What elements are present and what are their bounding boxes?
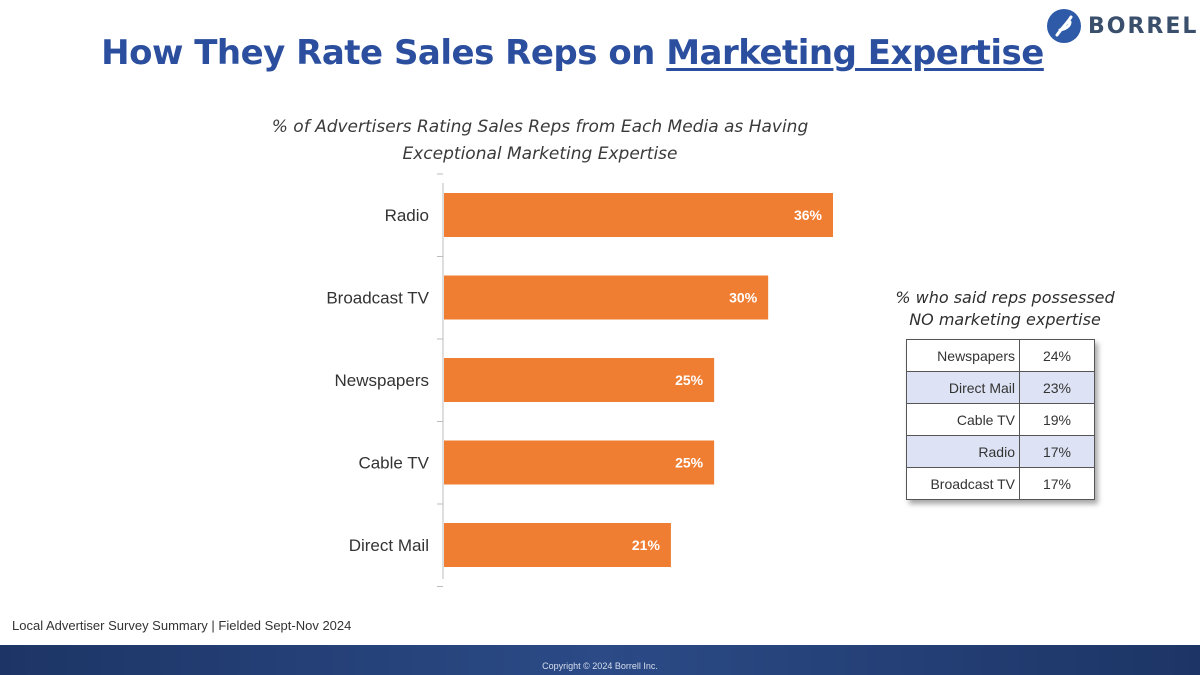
borrell-logo-icon: [1047, 9, 1081, 43]
chart-subtitle-line1: % of Advertisers Rating Sales Reps from …: [271, 117, 809, 137]
footer-note: Local Advertiser Survey Summary | Fielde…: [12, 618, 352, 633]
brand-name: BORRELL: [1088, 13, 1200, 39]
data-label: 25%: [675, 455, 704, 471]
category-label: Newspapers: [335, 371, 430, 390]
footer-copyright: Copyright © 2024 Borrell Inc.: [542, 661, 658, 671]
table-row: Direct Mail 23%: [906, 371, 1095, 404]
table-row: Radio 17%: [906, 435, 1095, 468]
side-table-title-line2: NO marketing expertise: [909, 310, 1101, 329]
category-label: Cable TV: [358, 454, 429, 473]
bar: [444, 275, 769, 320]
bar: [444, 358, 715, 402]
table-cell-value: 17%: [1019, 435, 1095, 468]
table-cell-value: 23%: [1019, 371, 1095, 404]
table-row: Broadcast TV 17%: [906, 467, 1095, 500]
title-prefix: How They Rate Sales Reps on: [101, 33, 667, 73]
category-label: Broadcast TV: [326, 289, 429, 308]
bar: [444, 440, 715, 485]
table-cell-label: Direct Mail: [906, 371, 1020, 404]
footer-bar: [0, 645, 1200, 675]
table-row: Cable TV 19%: [906, 403, 1095, 436]
bar: [444, 193, 833, 237]
title-emphasis: Marketing Expertise: [666, 33, 1044, 73]
side-table-title: % who said reps possessed NO marketing e…: [840, 287, 1170, 331]
data-label: 21%: [632, 537, 661, 553]
data-label: 36%: [794, 207, 823, 223]
page-title: How They Rate Sales Reps on Marketing Ex…: [0, 33, 1145, 73]
side-table-title-line1: % who said reps possessed: [895, 288, 1115, 307]
table-cell-value: 17%: [1019, 467, 1095, 500]
no-expertise-table: Newspapers 24% Direct Mail 23% Cable TV …: [906, 339, 1095, 500]
table-cell-label: Broadcast TV: [906, 467, 1020, 500]
data-label: 30%: [729, 290, 758, 306]
category-label: Direct Mail: [349, 536, 429, 555]
chart-subtitle: % of Advertisers Rating Sales Reps from …: [240, 114, 840, 168]
table-cell-value: 19%: [1019, 403, 1095, 436]
table-cell-label: Newspapers: [906, 339, 1020, 372]
table-row: Newspapers 24%: [906, 339, 1095, 372]
chart-subtitle-line2: Exceptional Marketing Expertise: [402, 144, 678, 164]
table-cell-value: 24%: [1019, 339, 1095, 372]
borrell-logo: BORRELL: [1046, 8, 1200, 44]
table-cell-label: Radio: [906, 435, 1020, 468]
category-label: Radio: [385, 206, 429, 225]
table-cell-label: Cable TV: [906, 403, 1020, 436]
bar: [444, 523, 671, 567]
data-label: 25%: [675, 372, 704, 388]
